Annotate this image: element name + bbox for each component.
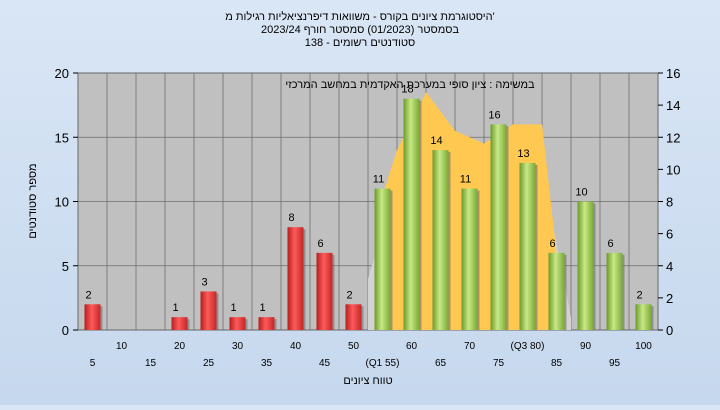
histogram-bar [200, 291, 217, 330]
histogram-bar [229, 317, 246, 330]
grid-lines [77, 72, 659, 331]
bar-value-label: 11 [460, 174, 471, 186]
x-tick-label: 40 [290, 341, 302, 352]
y2-tick-label: 0 [666, 323, 673, 338]
y2-tick-label: 16 [666, 66, 680, 81]
histogram-bar [577, 201, 594, 330]
bar-value-label: 1 [230, 302, 236, 314]
chart-title-line-1: היסטוגרמת ציונים בקורס - משוואות דיפרנצי… [225, 10, 494, 23]
bars [84, 98, 654, 331]
y2-tick-label: 6 [666, 227, 673, 242]
histogram-bar [606, 252, 623, 330]
bar-value-label: 16 [488, 109, 500, 121]
y2-tick-label: 8 [666, 195, 673, 210]
histogram-bar [374, 188, 391, 330]
y-tick-label: 10 [55, 195, 69, 210]
bar-value-label: 1 [259, 302, 265, 314]
y-tick-label: 20 [55, 66, 69, 81]
bar-value-label: 8 [288, 212, 294, 224]
x-tick-label: 5 [90, 358, 96, 369]
bar-value-label: 11 [373, 174, 384, 186]
x-tick-label: 60 [406, 341, 418, 352]
x-tick-label: 65 [435, 358, 447, 369]
histogram-bar [490, 124, 507, 331]
histogram-bar [171, 317, 188, 330]
bar-value-label: 6 [607, 238, 613, 250]
y2-tick-label: 4 [666, 259, 673, 274]
x-tick-label: (Q1 55) [366, 358, 400, 369]
histogram-bar [345, 304, 362, 330]
x-tick-label: 25 [203, 358, 215, 369]
bar-value-label: 3 [201, 276, 207, 288]
x-tick-label: (Q3 80) [511, 341, 545, 352]
histogram-bar [316, 252, 333, 330]
x-axis-title: טווח ציונים [343, 375, 392, 387]
chart-annotation: במשימה : ציון סופי במערכת האקדמית במחשב … [285, 79, 535, 91]
chart-title-line-2: בסמסטר (01/2023) סמסטר חורף 2023/24 [261, 24, 459, 36]
bar-value-label: 2 [636, 289, 642, 301]
y2-tick-label: 12 [666, 130, 680, 145]
x-tick-label: 95 [609, 358, 621, 369]
x-tick-label: 75 [493, 358, 505, 369]
y2-tick-label: 10 [666, 162, 680, 177]
histogram-bar [548, 252, 565, 330]
y-axis-title: מספר סטודנטים [27, 163, 39, 238]
chart-title-line-3: סטודנטים רשומים - 138 [305, 37, 416, 49]
histogram-bar [461, 188, 478, 330]
bar-value-label: 13 [517, 148, 529, 160]
x-tick-label: 35 [261, 358, 273, 369]
x-tick-label: 10 [116, 341, 128, 352]
x-tick-label: 20 [174, 341, 186, 352]
histogram-bar [635, 304, 652, 330]
y-tick-label: 5 [62, 259, 69, 274]
x-tick-label: 100 [635, 341, 652, 352]
bar-value-label: 6 [549, 238, 555, 250]
bar-value-label: 2 [85, 289, 91, 301]
bar-value-label: 6 [317, 238, 323, 250]
axes: 0510152002468101214165101520253035404550… [55, 66, 681, 369]
x-tick-label: 30 [232, 341, 244, 352]
histogram-bar [84, 304, 101, 330]
bar-value-label: 18 [401, 84, 413, 96]
x-tick-label: 45 [319, 358, 331, 369]
histogram-bar [403, 98, 420, 330]
histogram-bar [258, 317, 275, 330]
y-tick-label: 15 [55, 130, 69, 145]
y2-tick-label: 14 [666, 98, 680, 113]
x-tick-label: 15 [145, 358, 157, 369]
y-tick-label: 0 [62, 323, 69, 338]
x-tick-label: 85 [551, 358, 563, 369]
bar-value-label: 2 [346, 289, 352, 301]
x-tick-label: 50 [348, 341, 360, 352]
y2-tick-label: 2 [666, 291, 673, 306]
bar-value-label: 1 [172, 302, 178, 314]
bar-value-label: 10 [575, 187, 587, 199]
x-tick-label: 70 [464, 341, 476, 352]
bar-value-label: 14 [430, 135, 442, 147]
histogram-bar [432, 150, 449, 330]
x-tick-label: 90 [580, 341, 592, 352]
histogram-bar [519, 162, 536, 330]
histogram-bar [287, 227, 304, 330]
